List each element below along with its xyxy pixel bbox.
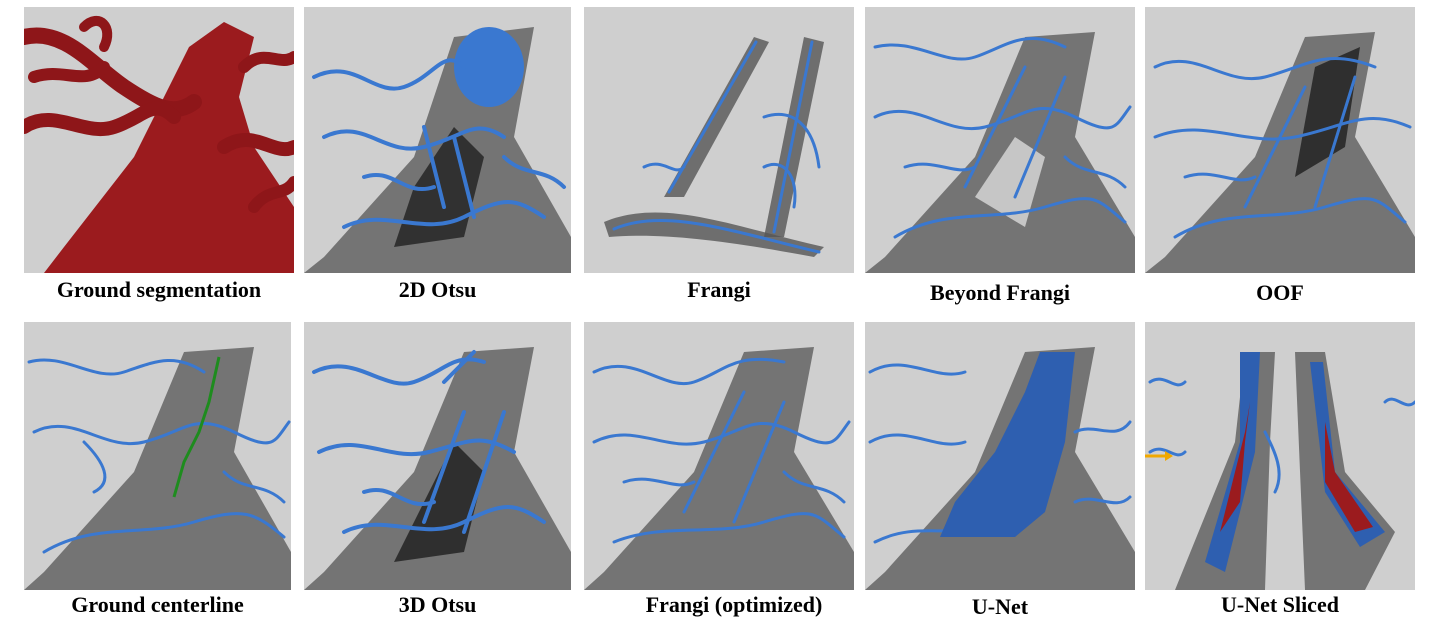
caption-2d-otsu: 2D Otsu	[398, 277, 477, 302]
u-net-render	[865, 322, 1135, 590]
caption-ground-centerline: Ground centerline	[71, 592, 244, 617]
caption-frangi: Frangi	[687, 277, 751, 302]
caption-frangi-optimized: Frangi (optimized)	[645, 592, 823, 617]
panel-u-net-sliced	[1145, 322, 1415, 590]
frangi-optimized-render	[584, 322, 854, 590]
panel-frangi-optimized	[584, 322, 854, 590]
panel-ground-centerline	[24, 322, 291, 590]
2d-otsu-render	[304, 7, 571, 273]
panel-frangi	[584, 7, 854, 273]
beyond-frangi-render	[865, 7, 1135, 273]
panel-oof	[1145, 7, 1415, 273]
caption-u-net: U-Net	[971, 594, 1029, 619]
panel-u-net	[865, 322, 1135, 590]
frangi-render	[584, 7, 854, 273]
caption-beyond-frangi: Beyond Frangi	[930, 280, 1070, 305]
panel-beyond-frangi	[865, 7, 1135, 273]
ground-centerline-render	[24, 322, 291, 590]
caption-ground-segmentation: Ground segmentation	[56, 277, 262, 302]
caption-oof: OOF	[1256, 280, 1304, 305]
panel-3d-otsu	[304, 322, 571, 590]
u-net-sliced-render	[1145, 322, 1415, 590]
panel-2d-otsu	[304, 7, 571, 273]
3d-otsu-render	[304, 322, 571, 590]
panel-ground-segmentation	[24, 7, 294, 273]
ground-segmentation-render	[24, 7, 294, 273]
oof-render	[1145, 7, 1415, 273]
caption-u-net-sliced: U-Net Sliced	[1221, 592, 1339, 617]
arrow-head-icon	[1165, 451, 1173, 461]
caption-3d-otsu: 3D Otsu	[398, 592, 477, 617]
